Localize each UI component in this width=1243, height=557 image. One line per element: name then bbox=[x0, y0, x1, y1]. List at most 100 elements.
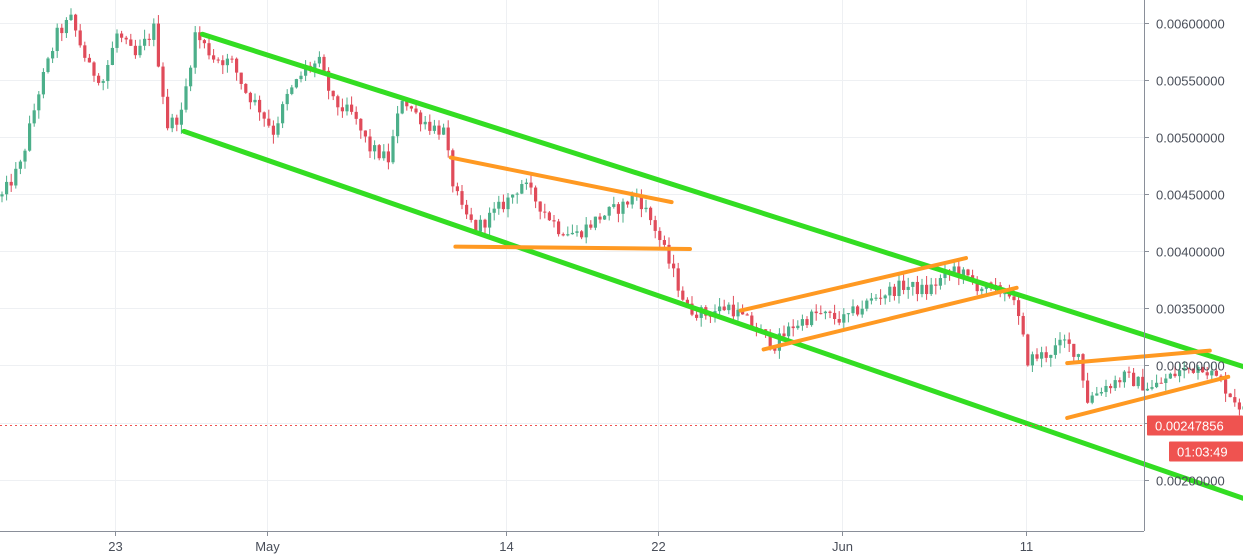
candle-body bbox=[791, 326, 795, 329]
candle-body bbox=[23, 150, 27, 162]
candle-body bbox=[501, 201, 505, 210]
candle-body bbox=[138, 45, 142, 56]
candle-body bbox=[1224, 379, 1228, 394]
candle-body bbox=[1035, 354, 1039, 359]
candles bbox=[0, 8, 1243, 416]
candle-body bbox=[616, 204, 620, 214]
candle-body bbox=[225, 58, 229, 66]
candle-body bbox=[695, 314, 699, 318]
candle-body bbox=[147, 38, 151, 40]
candle-body bbox=[350, 104, 354, 112]
candle-body bbox=[451, 150, 455, 187]
candle-body bbox=[653, 220, 657, 231]
candle-body bbox=[980, 288, 984, 292]
candle-body bbox=[400, 100, 404, 114]
candle-body bbox=[1076, 354, 1080, 357]
candle-body bbox=[327, 70, 331, 91]
candle-body bbox=[46, 58, 50, 72]
pattern-trendline[interactable] bbox=[738, 256, 968, 313]
last-price-tag bbox=[1147, 415, 1243, 436]
candle-body bbox=[442, 127, 446, 135]
candle-body bbox=[115, 33, 119, 48]
candle-body bbox=[860, 308, 864, 315]
candle-body bbox=[745, 314, 749, 316]
channel-trendline[interactable] bbox=[199, 31, 1243, 388]
candle-body bbox=[823, 311, 827, 314]
candle-body bbox=[1072, 343, 1076, 357]
candle-body bbox=[336, 96, 340, 108]
price-tick-label: 0.00600000 bbox=[1156, 17, 1225, 32]
candle-body bbox=[667, 244, 671, 264]
candle-body bbox=[1187, 367, 1191, 369]
price-tick-label: 0.00550000 bbox=[1156, 74, 1225, 89]
candle-body bbox=[391, 136, 395, 163]
candle-body bbox=[920, 284, 924, 295]
candle-body bbox=[1145, 388, 1149, 391]
candle-body bbox=[304, 65, 308, 76]
candle-body bbox=[0, 194, 4, 197]
candle-body bbox=[1201, 366, 1205, 373]
candle-body bbox=[1063, 339, 1067, 341]
candle-body bbox=[1118, 380, 1122, 383]
candle-body bbox=[810, 311, 814, 326]
candle-body bbox=[1113, 380, 1117, 389]
candle-body bbox=[529, 182, 533, 188]
candle-body bbox=[938, 278, 942, 286]
candle-body bbox=[538, 201, 542, 212]
pattern-trendline[interactable] bbox=[453, 244, 692, 251]
candle-body bbox=[874, 297, 878, 299]
candle-body bbox=[377, 145, 381, 159]
candle-body bbox=[469, 214, 473, 220]
candle-body bbox=[570, 232, 574, 235]
candle-body bbox=[1086, 380, 1090, 403]
countdown-tag bbox=[1169, 441, 1243, 462]
candle-body bbox=[368, 136, 372, 152]
pattern-trendline[interactable] bbox=[1065, 374, 1231, 420]
candle-body bbox=[373, 145, 377, 152]
candle-body bbox=[74, 14, 78, 31]
channel-trendline[interactable] bbox=[181, 128, 1243, 514]
candle-body bbox=[193, 32, 197, 68]
candle-body bbox=[87, 57, 91, 63]
candle-body bbox=[961, 269, 965, 277]
candle-body bbox=[345, 104, 349, 112]
candle-body bbox=[51, 51, 55, 59]
time-tick-label: 14 bbox=[499, 539, 513, 554]
candle-body bbox=[41, 71, 45, 95]
candle-body bbox=[534, 187, 538, 202]
candle-body bbox=[782, 333, 786, 337]
candle-body bbox=[64, 19, 68, 34]
candle-body bbox=[14, 168, 18, 186]
time-axis[interactable]: 23May1422Jun1125 bbox=[108, 531, 1243, 554]
pattern-trendline[interactable] bbox=[448, 155, 674, 205]
candle-body bbox=[957, 266, 961, 277]
candle-body bbox=[409, 106, 413, 109]
pattern-trendline[interactable] bbox=[761, 285, 1019, 352]
candle-body bbox=[28, 123, 32, 151]
candle-body bbox=[672, 263, 676, 269]
price-tick-label: 0.00400000 bbox=[1156, 245, 1225, 260]
candle-body bbox=[143, 38, 147, 46]
candle-body bbox=[216, 59, 220, 61]
candle-body bbox=[584, 224, 588, 238]
candle-body bbox=[166, 96, 170, 129]
candle-body bbox=[189, 67, 193, 87]
time-tick-label: Jun bbox=[832, 539, 853, 554]
candle-body bbox=[262, 112, 266, 119]
candle-body bbox=[184, 86, 188, 110]
candle-body bbox=[575, 231, 579, 233]
candle-body bbox=[161, 66, 165, 97]
candle-body bbox=[593, 216, 597, 228]
candle-body bbox=[1178, 370, 1182, 377]
candle-body bbox=[1081, 354, 1085, 381]
candle-body bbox=[474, 219, 478, 232]
candle-body bbox=[888, 286, 892, 296]
pattern-trendline[interactable] bbox=[1065, 348, 1212, 366]
trendline-annotations[interactable] bbox=[181, 31, 1243, 514]
candle-body bbox=[1012, 296, 1016, 301]
candle-body bbox=[869, 298, 873, 301]
candle-body bbox=[175, 117, 179, 125]
candle-body bbox=[428, 121, 432, 131]
